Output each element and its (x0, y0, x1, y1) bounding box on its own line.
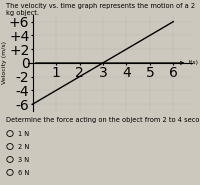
Y-axis label: Velocity (m/s): Velocity (m/s) (2, 41, 7, 84)
Text: 3 N: 3 N (18, 157, 29, 163)
Text: Determine the force acting on the object from 2 to 4 seconds.: Determine the force acting on the object… (6, 117, 200, 122)
Text: The velocity vs. time graph represents the motion of a 2 kg object.: The velocity vs. time graph represents t… (6, 3, 195, 16)
Text: t(s): t(s) (188, 60, 198, 65)
Text: 1 N: 1 N (18, 131, 29, 137)
Text: 6 N: 6 N (18, 170, 29, 176)
Text: 2 N: 2 N (18, 144, 29, 150)
